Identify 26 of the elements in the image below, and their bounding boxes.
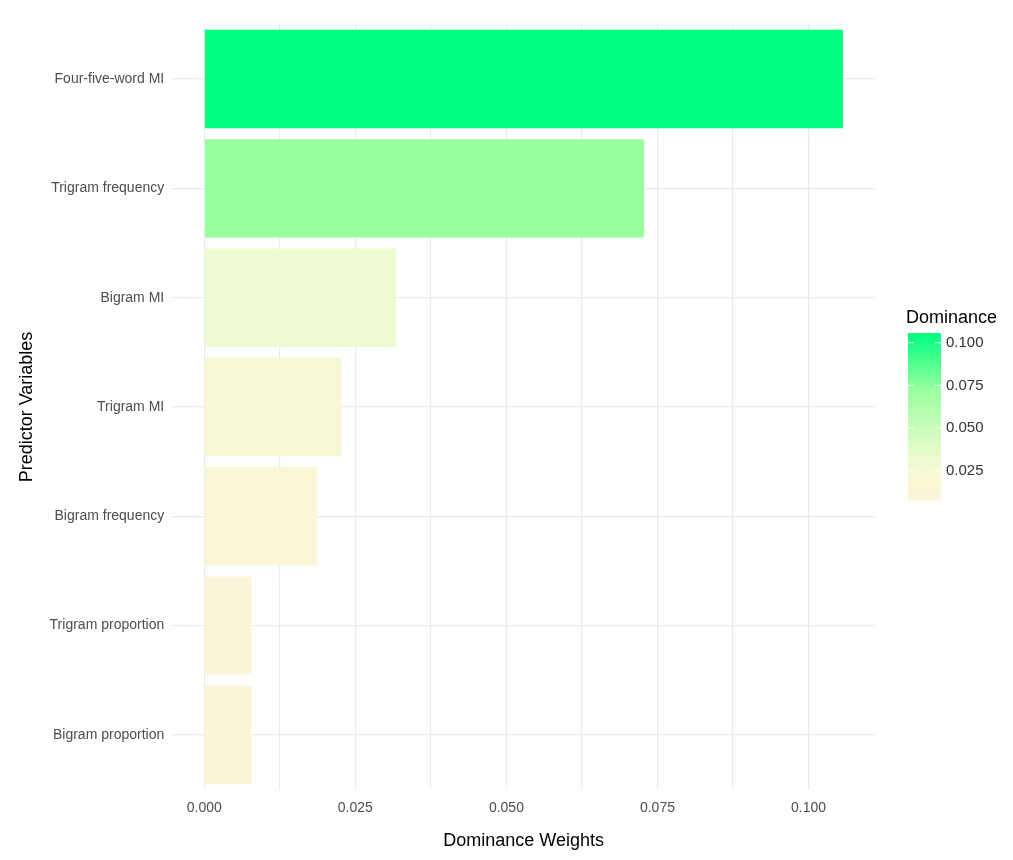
y-axis-title: Predictor Variables [15,331,36,483]
bar [204,576,252,675]
bar [204,467,318,566]
y-tick-label: Trigram MI [97,397,165,414]
bar [204,685,252,785]
bar [204,357,342,457]
y-tick-label: Bigram frequency [54,507,165,524]
x-tick-label: 0.100 [791,798,827,815]
color-bar-label: 0.075 [946,375,984,393]
x-tick-label: 0.050 [488,798,525,815]
color-bar-label: 0.025 [946,460,984,478]
x-axis-title: Dominance Weights [443,830,604,851]
y-tick-label: Trigram proportion [49,616,165,633]
x-tick-label: 0.000 [186,798,222,815]
bar [204,139,645,238]
y-tick-label: Four-five-word MI [54,69,165,86]
y-tick-label: Bigram MI [100,288,165,305]
x-tick-label: 0.025 [337,798,374,815]
y-tick-label: Bigram proportion [52,725,165,742]
y-tick-label: Trigram frequency [51,179,165,196]
color-bar-title: Dominance [906,306,998,327]
x-tick-label: 0.075 [639,798,676,815]
color-bar-label: 0.100 [946,332,984,350]
color-bar-label: 0.050 [946,418,984,436]
bar [204,29,843,129]
bar [204,248,396,347]
